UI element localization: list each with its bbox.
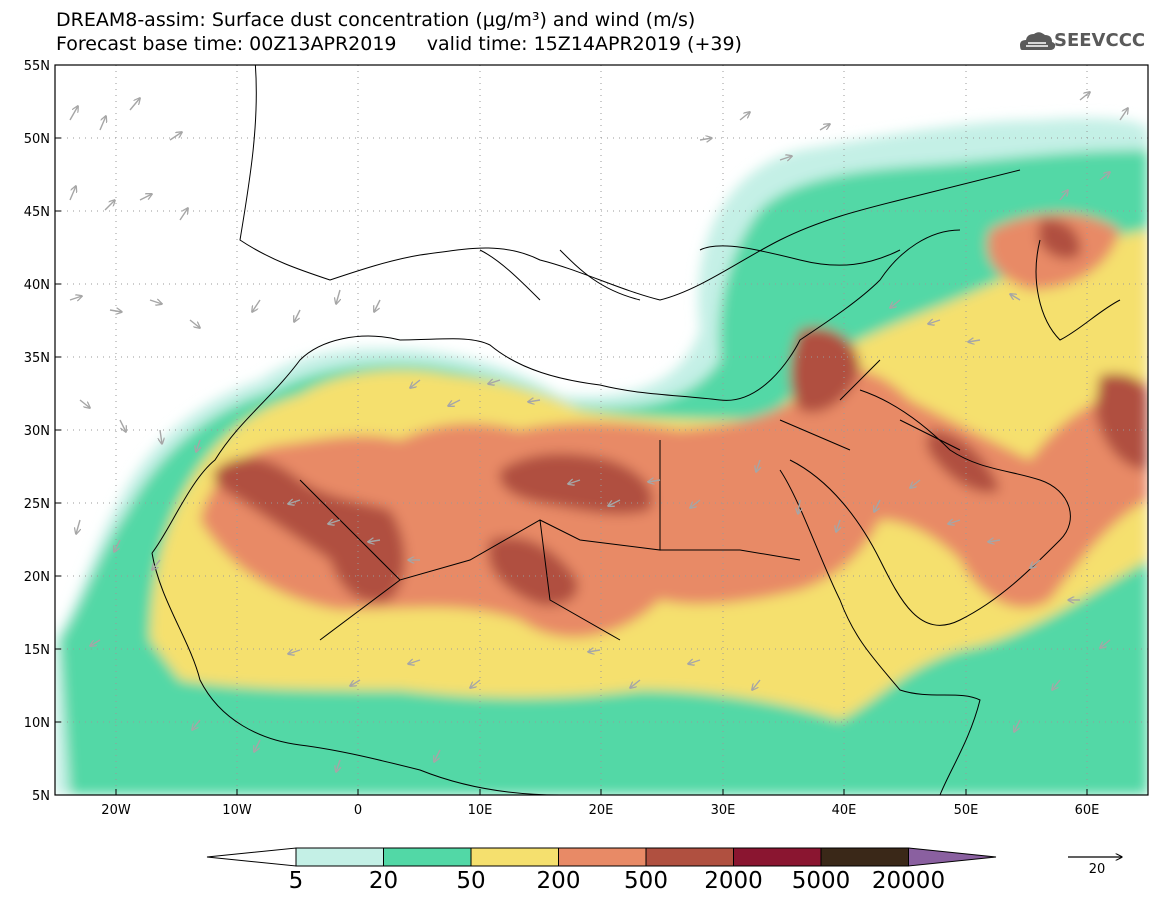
lon-label: 0 [354,803,362,818]
colorbar-label: 5000 [791,868,851,894]
colorbar-label: 50 [456,868,486,894]
lon-label: 10W [222,803,252,818]
colorbar-lower-extend [206,847,297,867]
lat-label: 10N [24,716,50,731]
title-line-1: DREAM8-assim: Surface dust concentration… [56,9,696,31]
colorbar-label: 20 [368,868,399,894]
lat-label: 25N [24,497,50,512]
colorbar-bin [383,847,472,867]
colorbar-label: 20000 [871,868,946,894]
colorbar-label: 2000 [704,868,763,894]
lon-label: 40E [832,803,857,818]
dust-level-200 [200,369,1148,638]
lon-label: 20E [589,803,614,818]
colorbar-label: 200 [536,868,581,894]
title-line-2: Forecast base time: 00Z13APR2019 valid t… [56,33,742,55]
lat-label: 55N [24,59,50,74]
dust-shading [55,118,1148,795]
lon-label: 30E [711,803,736,818]
dust-level-500 [213,457,405,603]
colorbar-label: 500 [624,868,668,894]
colorbar-label: 5 [288,868,304,894]
lat-label: 35N [24,351,50,366]
wind-reference-label: 20 [1088,862,1106,877]
lon-label: 20W [101,803,131,818]
colorbar [206,847,997,867]
logo-text: SEEVCCC [1054,30,1146,51]
lat-label: 40N [24,278,50,293]
wind-vectors [69,92,1128,772]
cloud-logo-icon [1020,32,1056,50]
colorbar-bin [645,847,734,867]
colorbar-bin [733,847,822,867]
lat-label: 5N [32,789,50,804]
coastlines [151,65,1121,795]
lat-label: 15N [24,643,50,658]
lat-label: 30N [24,424,50,439]
colorbar-bin [470,847,559,867]
colorbar-upper-extend [908,847,997,867]
colorbar-bin [295,847,384,867]
colorbar-bin [558,847,647,867]
longitude-labels: 20W 10W 0 10E 20E 30E 40E 50E 60E [101,803,1099,818]
lat-label: 50N [24,132,50,147]
lat-label: 45N [24,205,50,220]
lon-label: 50E [954,803,979,818]
lon-label: 60E [1075,803,1100,818]
colorbar-bin [820,847,909,867]
lat-label: 20N [24,570,50,585]
lon-label: 10E [468,803,493,818]
latitude-labels: 55N 50N 45N 40N 35N 30N 25N 20N 15N 10N … [24,59,50,804]
